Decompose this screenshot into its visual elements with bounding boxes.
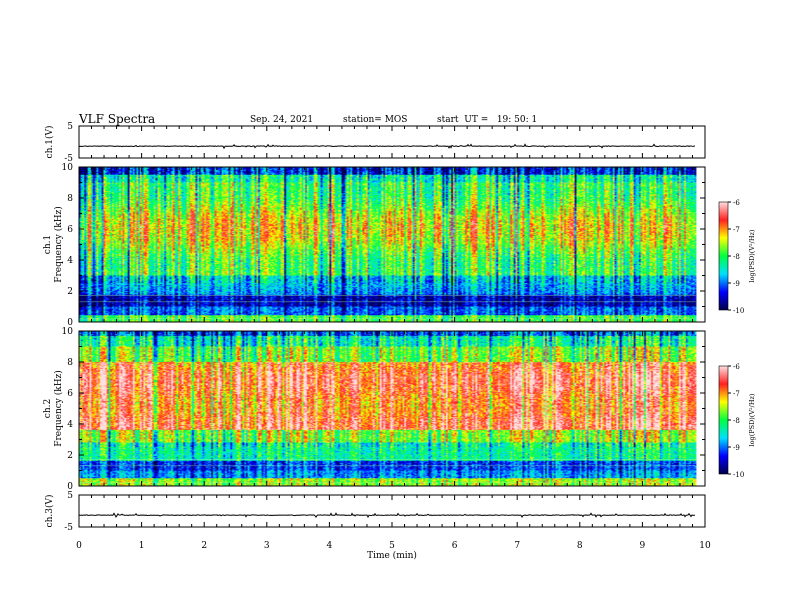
colorbar-label-1: log(PSD)(V²/Hz) [748, 229, 756, 282]
start-time-label: start UT = 19: 50: 1 [437, 115, 538, 125]
date-label: Sep. 24, 2021 [250, 115, 314, 125]
y-tick-label: 5 [67, 122, 73, 132]
y-axis-label-line: ch.3(V) [44, 495, 55, 528]
x-tick-label: 4 [327, 541, 333, 551]
x-axis: 0 1 2 3 4 5 6 7 8 9 10 Time (min) [76, 541, 711, 561]
colorbar-tick-label: -7 [733, 226, 740, 234]
waveform-line-3 [78, 512, 696, 519]
colorbar-tick-label: -9 [733, 280, 740, 288]
waveform-line-0 [78, 143, 696, 150]
colorbar-tick-label: -7 [733, 390, 740, 398]
y-tick-label: 4 [67, 420, 73, 430]
x-tick-label: 6 [452, 541, 458, 551]
x-tick-label: 7 [514, 541, 520, 551]
colorbar-tick-label: -9 [733, 444, 740, 452]
y-axis-label-2: ch.2Frequency (kHz) [43, 370, 64, 447]
colorbar-tick-label: -10 [733, 307, 744, 315]
y-axis-label-line: Frequency (kHz) [53, 206, 64, 283]
y-tick-label: 0 [67, 482, 73, 492]
y-tick-label: -5 [64, 154, 73, 164]
y-tick-label: 8 [67, 194, 73, 204]
station-label: station= MOS [343, 115, 408, 125]
y-axis-label-line: ch.1 [43, 235, 53, 254]
y-tick-label: 2 [67, 287, 73, 297]
x-axis-label: Time (min) [367, 550, 417, 561]
colorbars-group: -6 -7 -8 -9 -10 log(PSD)(V²/Hz) -6 -7 -8 -9 -10 log… [718, 199, 756, 479]
colorbar-label-2: log(PSD)(V²/Hz) [748, 393, 756, 446]
colorbar-tick-label: -10 [733, 471, 744, 479]
x-tick-label: 2 [201, 541, 207, 551]
y-tick-label: 10 [62, 163, 74, 173]
x-tick-label: 1 [139, 541, 145, 551]
colorbar-tick-label: -8 [733, 417, 740, 425]
y-axis-label-line: Frequency (kHz) [53, 370, 64, 447]
y-tick-label: 10 [62, 327, 74, 337]
y-tick-label: 8 [67, 358, 73, 368]
colorbar-tick-label: -6 [733, 199, 740, 207]
x-tick-label: 3 [264, 541, 270, 551]
spectrogram-image-2 [79, 331, 705, 486]
x-tick-label: 5 [389, 541, 395, 551]
y-axis-label-line: ch.2 [43, 399, 53, 418]
y-tick-label: 6 [67, 225, 73, 235]
colorbar-tick-label: -6 [733, 363, 740, 371]
x-tick-label: 10 [699, 541, 711, 551]
x-tick-label: 0 [76, 541, 82, 551]
y-axis-label-3: ch.3(V) [44, 495, 55, 528]
y-axis-label-1: ch.1Frequency (kHz) [43, 206, 64, 283]
y-axis-label-0: ch.1(V) [44, 126, 55, 159]
y-tick-label: 2 [67, 451, 73, 461]
y-axis-label-line: ch.1(V) [44, 126, 55, 159]
x-tick-label: 8 [577, 541, 583, 551]
spectrogram-image-1 [79, 167, 705, 322]
y-tick-label: 6 [67, 389, 73, 399]
chart-title: VLF Spectra [79, 112, 156, 126]
colorbar-1 [718, 201, 729, 311]
y-tick-label: 5 [67, 491, 73, 501]
y-tick-label: 4 [67, 256, 73, 266]
x-tick-label: 9 [640, 541, 646, 551]
y-tick-label: -5 [64, 523, 73, 533]
y-tick-label: 0 [67, 318, 73, 328]
colorbar-tick-label: -8 [733, 253, 740, 261]
colorbar-2 [718, 365, 729, 475]
